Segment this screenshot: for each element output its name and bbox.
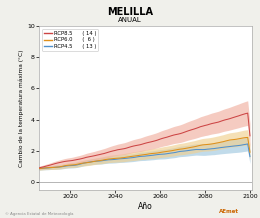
X-axis label: Año: Año	[138, 202, 153, 211]
Y-axis label: Cambio de la temperatura máxima (°C): Cambio de la temperatura máxima (°C)	[19, 49, 24, 167]
Text: ANUAL: ANUAL	[118, 17, 142, 24]
Text: © Agencia Estatal de Meteorología: © Agencia Estatal de Meteorología	[5, 212, 74, 216]
Text: MELILLA: MELILLA	[107, 7, 153, 17]
Legend: RCP8.5      ( 14 ), RCP6.0      (  6 ), RCP4.5      ( 13 ): RCP8.5 ( 14 ), RCP6.0 ( 6 ), RCP4.5 ( 13…	[42, 29, 98, 51]
Text: AEmet: AEmet	[219, 209, 239, 214]
